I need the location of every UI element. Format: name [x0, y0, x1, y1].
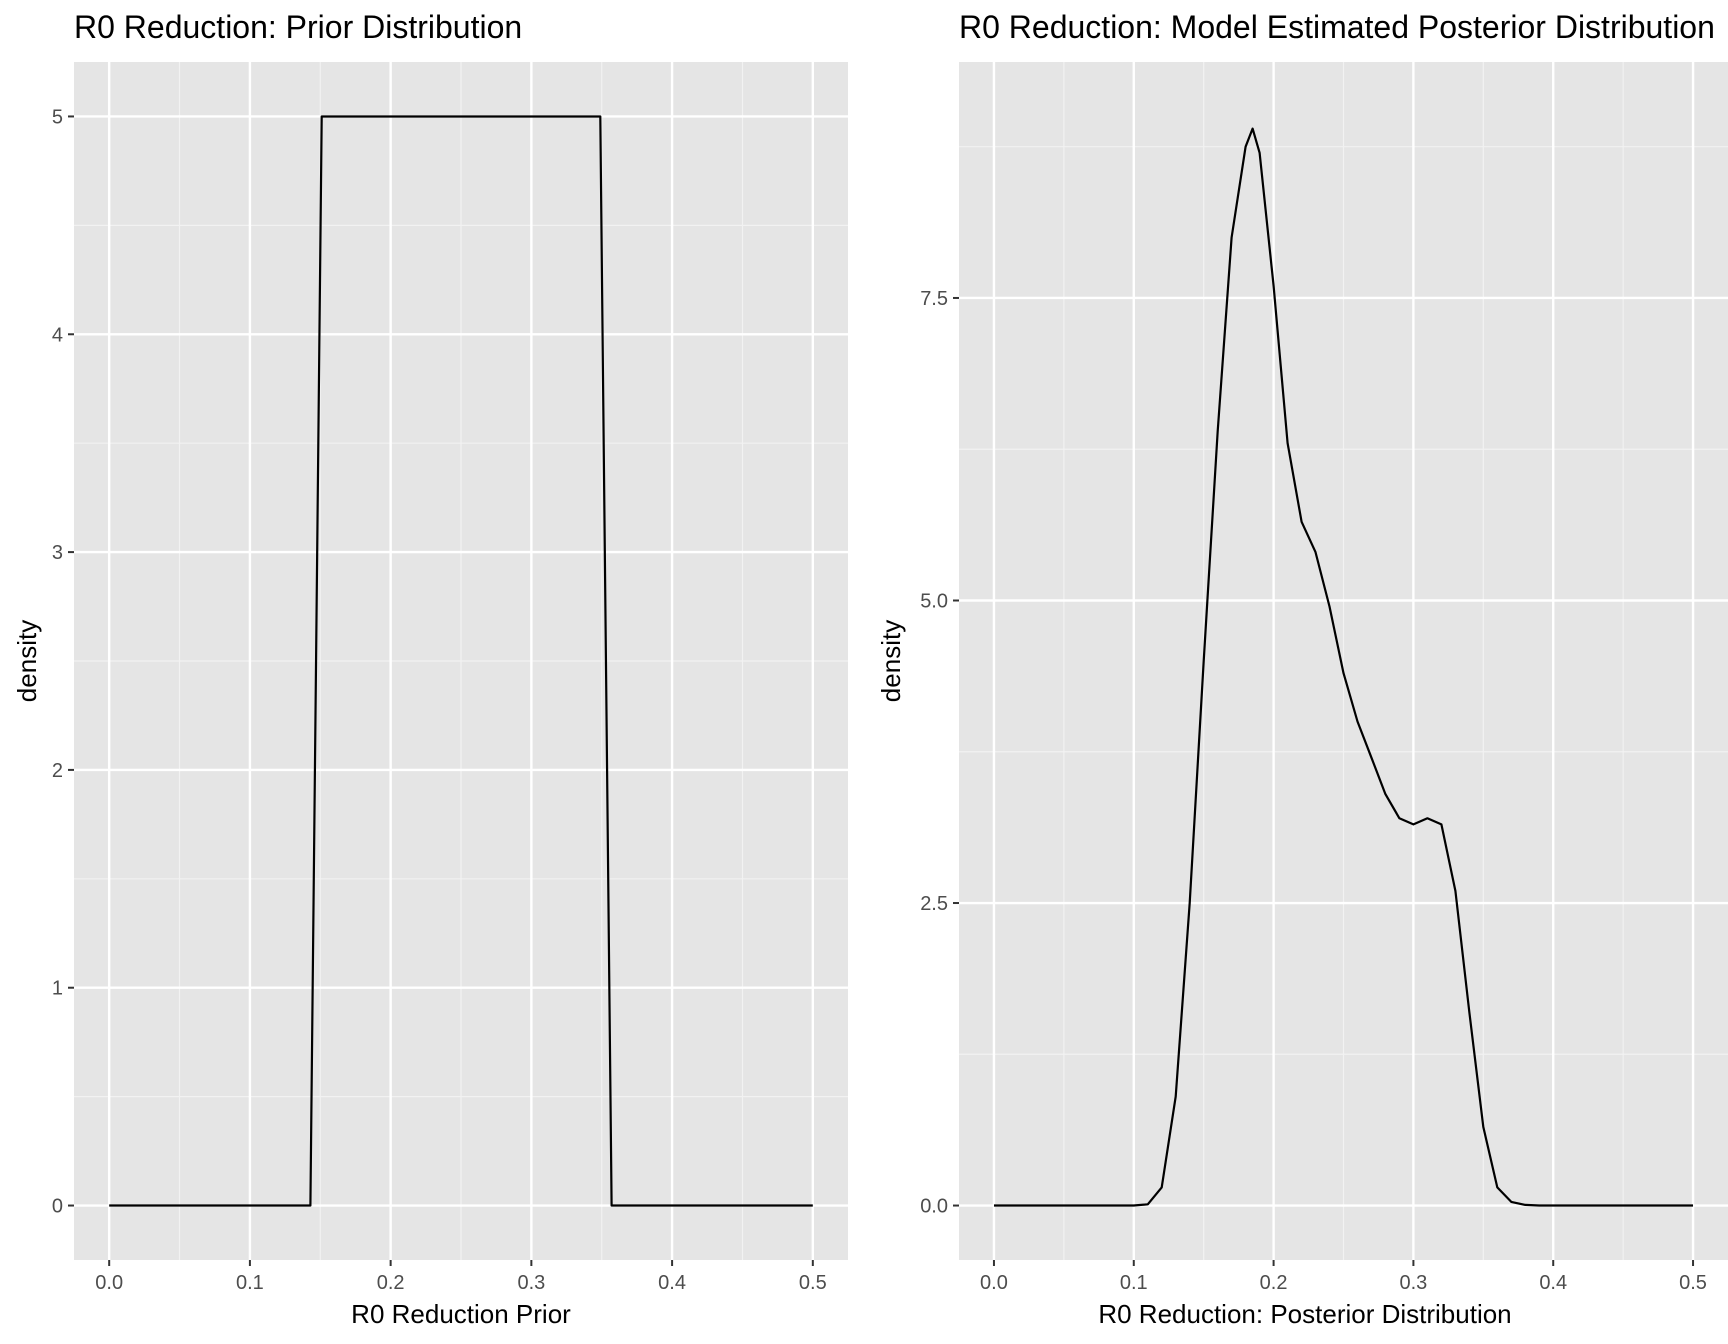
prior-density-line [109, 115, 813, 1207]
prior-x-tick-label: 0.1 [236, 1272, 264, 1294]
prior-y-ticks: 0 1 2 3 4 5 [52, 106, 74, 1218]
prior-x-tick-label: 0.3 [517, 1272, 545, 1294]
prior-x-tick-label: 0.2 [377, 1272, 405, 1294]
posterior-y-tick-label: 2.5 [920, 893, 948, 915]
posterior-x-tick-label: 0.1 [1120, 1272, 1148, 1294]
prior-x-tick-label: 0.5 [799, 1272, 827, 1294]
prior-y-tick-label: 3 [52, 542, 63, 564]
posterior-density-line [994, 127, 1693, 1207]
posterior-panel: R0 Reduction: Model Estimated Posterior … [876, 9, 1728, 1329]
posterior-x-ticks: 0.0 0.1 0.2 0.3 0.4 0.5 [980, 1260, 1707, 1294]
posterior-y-axis-label: density [876, 620, 906, 702]
prior-series [109, 115, 813, 1207]
posterior-x-axis-label: R0 Reduction: Posterior Distribution [1098, 1299, 1511, 1329]
prior-x-ticks: 0.0 0.1 0.2 0.3 0.4 0.5 [95, 1260, 827, 1294]
posterior-x-tick-label: 0.0 [980, 1272, 1008, 1294]
prior-y-tick-label: 4 [52, 324, 63, 346]
prior-y-tick-label: 2 [52, 760, 63, 782]
posterior-y-ticks: 0.0 2.5 5.0 7.5 [920, 288, 959, 1218]
prior-y-axis-label: density [12, 620, 42, 702]
prior-chart-title: R0 Reduction: Prior Distribution [74, 9, 522, 45]
prior-x-tick-label: 0.0 [95, 1272, 123, 1294]
prior-y-tick-label: 5 [52, 106, 63, 128]
posterior-x-tick-label: 0.3 [1400, 1272, 1428, 1294]
prior-y-tick-label: 1 [52, 978, 63, 1000]
posterior-y-tick-label: 7.5 [920, 288, 948, 310]
posterior-x-tick-label: 0.4 [1539, 1272, 1567, 1294]
posterior-chart-title: R0 Reduction: Model Estimated Posterior … [959, 9, 1715, 45]
posterior-series [994, 127, 1693, 1207]
posterior-y-tick-label: 5.0 [920, 590, 948, 612]
prior-x-axis-label: R0 Reduction Prior [351, 1299, 571, 1329]
posterior-y-tick-label: 0.0 [920, 1196, 948, 1218]
prior-panel: R0 Reduction: Prior Distribution 012345 … [12, 9, 848, 1329]
prior-minor-grid [74, 62, 848, 1260]
posterior-x-tick-label: 0.5 [1679, 1272, 1707, 1294]
posterior-x-tick-label: 0.2 [1260, 1272, 1288, 1294]
prior-x-tick-label: 0.4 [658, 1272, 686, 1294]
prior-y-tick-label: 0 [52, 1196, 63, 1218]
